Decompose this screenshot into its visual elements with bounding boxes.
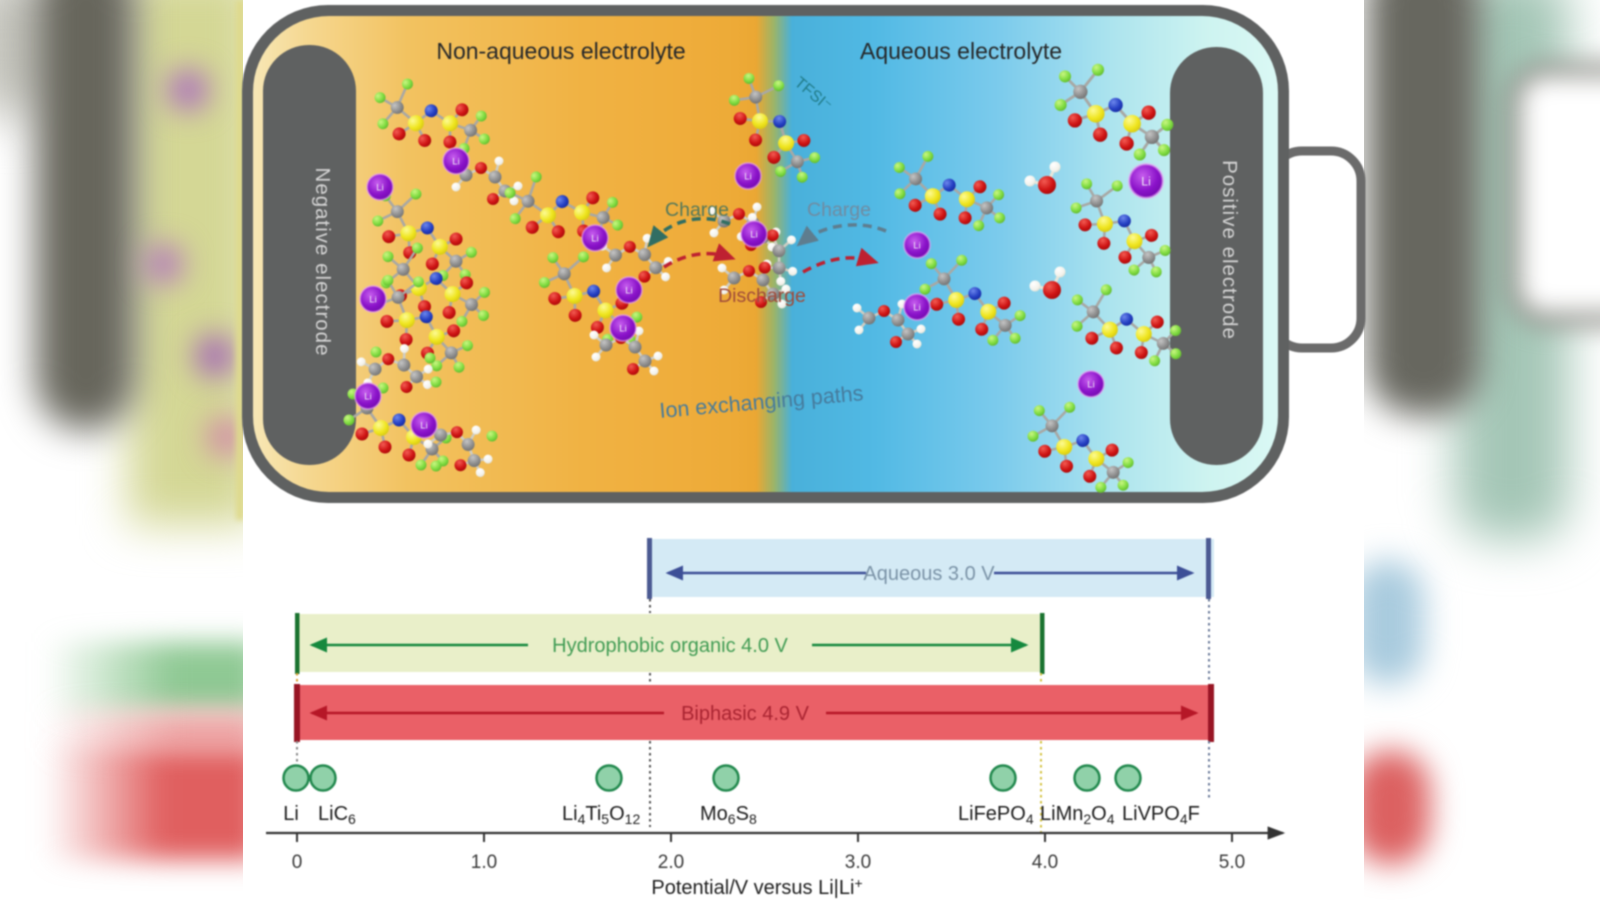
svg-text:Charge: Charge bbox=[665, 199, 729, 221]
svg-text:Aqueous electrolyte: Aqueous electrolyte bbox=[860, 38, 1062, 64]
svg-text:Potential/V versus Li|Li+: Potential/V versus Li|Li+ bbox=[651, 875, 862, 899]
svg-text:1.0: 1.0 bbox=[471, 852, 497, 873]
svg-text:3.0: 3.0 bbox=[845, 852, 871, 873]
svg-text:LiC6: LiC6 bbox=[318, 803, 356, 827]
svg-text:Discharge: Discharge bbox=[718, 285, 806, 307]
svg-text:4.0: 4.0 bbox=[1032, 852, 1058, 873]
svg-text:Hydrophobic organic 4.0 V: Hydrophobic organic 4.0 V bbox=[552, 635, 788, 657]
svg-text:2.0: 2.0 bbox=[658, 852, 684, 873]
svg-text:LiMn2O4: LiMn2O4 bbox=[1040, 803, 1115, 827]
svg-text:Biphasic 4.9 V: Biphasic 4.9 V bbox=[681, 703, 810, 725]
svg-text:Positive electrode: Positive electrode bbox=[1218, 160, 1241, 340]
svg-text:Mo6S8: Mo6S8 bbox=[700, 803, 757, 827]
svg-text:0: 0 bbox=[292, 852, 303, 873]
svg-text:5.0: 5.0 bbox=[1219, 852, 1245, 873]
svg-text:Charge: Charge bbox=[807, 199, 871, 221]
svg-text:LiFePO4: LiFePO4 bbox=[958, 803, 1034, 827]
svg-text:Non-aqueous electrolyte: Non-aqueous electrolyte bbox=[436, 38, 685, 64]
svg-text:Aqueous 3.0 V: Aqueous 3.0 V bbox=[863, 563, 995, 585]
svg-text:LiVPO4F: LiVPO4F bbox=[1122, 803, 1200, 827]
svg-text:Li4Ti5O12: Li4Ti5O12 bbox=[562, 803, 640, 827]
svg-text:Negative electrode: Negative electrode bbox=[311, 168, 334, 357]
svg-text:Li: Li bbox=[283, 803, 299, 825]
